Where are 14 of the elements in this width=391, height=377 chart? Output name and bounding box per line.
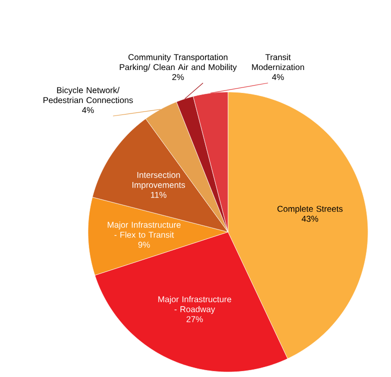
slice-label: Intersection Improvements — [132, 172, 186, 190]
data-label: 43% — [302, 216, 318, 222]
slice-label: Transit Modernization — [252, 54, 304, 70]
data-label: 27% — [186, 316, 203, 322]
slice-label: Community Transportation Parking/ Clean Air and Mobility — [120, 54, 237, 72]
slice-label: Bicycle Network/ Pedestrian Connections — [43, 86, 133, 104]
slice-label: Complete Streets — [277, 206, 343, 214]
slice-label: Major Infrastructure - Roadway — [158, 296, 232, 314]
data-label: 4% — [82, 107, 94, 114]
data-label: 4% — [272, 74, 284, 80]
data-label: 9% — [138, 242, 150, 248]
data-label: 2% — [172, 74, 184, 80]
slice-label: Major Infrastructure - Flex to Transit — [108, 222, 181, 238]
data-label: 11% — [151, 192, 166, 198]
